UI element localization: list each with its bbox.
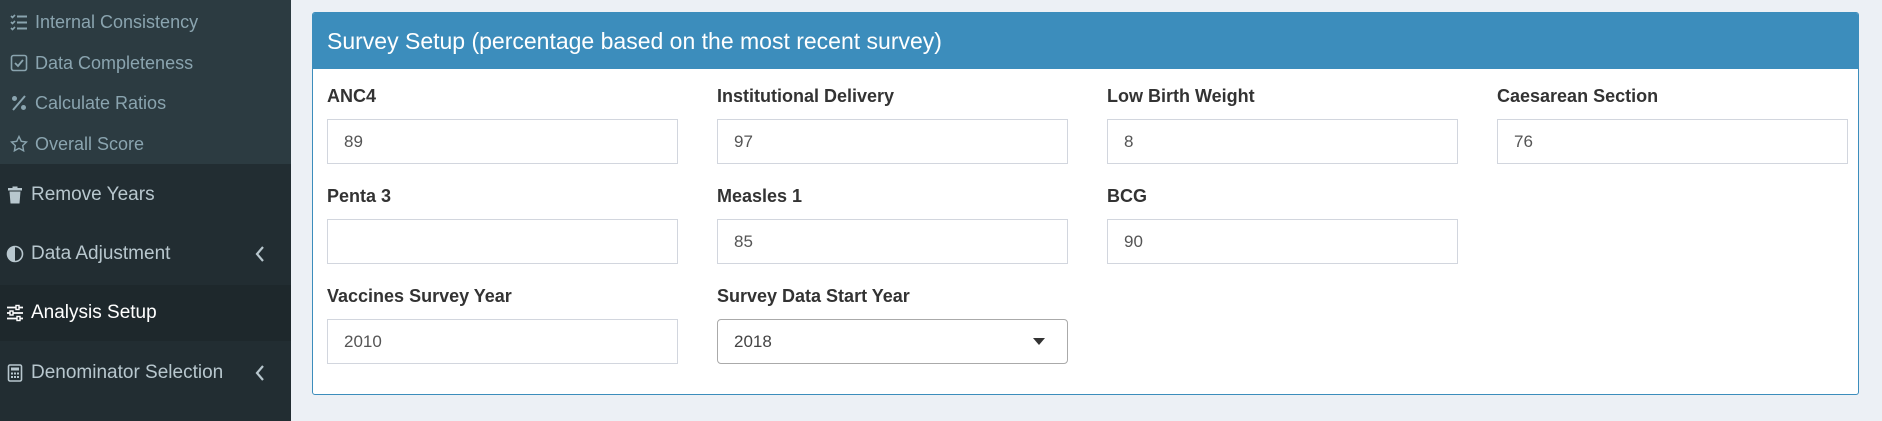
- sidebar-item-label: Calculate Ratios: [35, 92, 167, 113]
- vaccines-survey-year-field-group: Vaccines Survey Year 2010: [327, 286, 678, 364]
- anc4-label: ANC4: [327, 86, 377, 106]
- sidebar-item-calculate-ratios[interactable]: Calculate Ratios: [0, 83, 291, 123]
- sidebar-item-data-adjustment[interactable]: Data Adjustment: [0, 226, 291, 282]
- sidebar-item-overall-score[interactable]: Overall Score: [0, 124, 291, 164]
- sidebar-item-label: Denominator Selection: [31, 362, 224, 383]
- sidebar-item-label: Internal Consistency: [35, 11, 199, 32]
- sidebar-item-label: Remove Years: [31, 184, 155, 205]
- institutional-delivery-field-group: Institutional Delivery 97: [717, 86, 1068, 164]
- check-square-icon: [8, 52, 30, 74]
- bcg-label: BCG: [1107, 186, 1147, 206]
- survey-data-start-year-value: 2018: [734, 331, 772, 351]
- percent-icon: [8, 92, 30, 114]
- vaccines-survey-year-input[interactable]: 2010: [327, 319, 678, 364]
- sidebar: Internal Consistency Data Completeness C…: [0, 0, 291, 421]
- star-icon: [8, 133, 30, 155]
- list-check-icon: [8, 11, 30, 33]
- sliders-icon: [5, 303, 25, 323]
- measles1-field-group: Measles 1 85: [717, 186, 1068, 264]
- low-birth-weight-input[interactable]: 8: [1107, 119, 1458, 164]
- sidebar-submenu: Internal Consistency Data Completeness C…: [0, 0, 291, 164]
- sidebar-item-analysis-setup[interactable]: Analysis Setup: [0, 285, 291, 341]
- bcg-input[interactable]: 90: [1107, 219, 1458, 264]
- caret-down-icon: [1033, 338, 1045, 345]
- caesarean-section-input[interactable]: 76: [1497, 119, 1848, 164]
- box-title: Survey Setup (percentage based on the mo…: [327, 27, 942, 54]
- bcg-field-group: BCG 90: [1107, 186, 1458, 264]
- low-birth-weight-field-group: Low Birth Weight 8: [1107, 86, 1458, 164]
- measles1-label: Measles 1: [717, 186, 803, 206]
- penta3-field-group: Penta 3: [327, 186, 678, 264]
- survey-data-start-year-select[interactable]: 2018: [717, 319, 1068, 364]
- calculator-icon: [5, 363, 25, 383]
- sidebar-item-label: Data Completeness: [35, 52, 194, 73]
- box-header: Survey Setup (percentage based on the mo…: [313, 13, 1858, 69]
- survey-data-start-year-field-group: Survey Data Start Year 2018: [717, 286, 1068, 364]
- vaccines-survey-year-label: Vaccines Survey Year: [327, 286, 512, 306]
- low-birth-weight-label: Low Birth Weight: [1107, 86, 1255, 106]
- penta3-label: Penta 3: [327, 186, 392, 206]
- sidebar-item-internal-consistency[interactable]: Internal Consistency: [0, 2, 291, 42]
- adjust-icon: [5, 244, 25, 264]
- anc4-input[interactable]: 89: [327, 119, 678, 164]
- sidebar-item-denominator-selection[interactable]: Denominator Selection: [0, 345, 291, 401]
- anc4-field-group: ANC4 89: [327, 86, 678, 164]
- institutional-delivery-input[interactable]: 97: [717, 119, 1068, 164]
- survey-data-start-year-label: Survey Data Start Year: [717, 286, 910, 306]
- sidebar-item-data-completeness[interactable]: Data Completeness: [0, 43, 291, 83]
- chevron-left-icon[interactable]: [253, 364, 267, 382]
- sidebar-item-label: Overall Score: [35, 133, 145, 154]
- caesarean-section-field-group: Caesarean Section 76: [1497, 86, 1848, 164]
- caesarean-section-label: Caesarean Section: [1497, 86, 1659, 106]
- sidebar-item-label: Analysis Setup: [31, 302, 157, 323]
- sidebar-item-label: Data Adjustment: [31, 243, 171, 264]
- sidebar-item-remove-years[interactable]: Remove Years: [0, 167, 291, 223]
- chevron-left-icon[interactable]: [253, 245, 267, 263]
- survey-setup-box: Survey Setup (percentage based on the mo…: [312, 12, 1859, 395]
- penta3-input[interactable]: [327, 219, 678, 264]
- institutional-delivery-label: Institutional Delivery: [717, 86, 895, 106]
- measles1-input[interactable]: 85: [717, 219, 1068, 264]
- trash-icon: [5, 185, 25, 205]
